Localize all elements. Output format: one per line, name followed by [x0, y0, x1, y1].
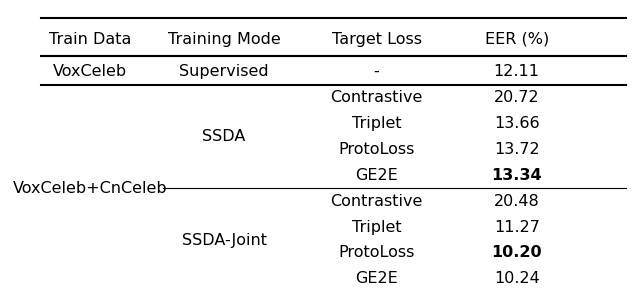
- Text: 12.11: 12.11: [493, 64, 540, 79]
- Text: Contrastive: Contrastive: [330, 194, 422, 209]
- Text: Supervised: Supervised: [179, 64, 269, 79]
- Text: -: -: [374, 64, 380, 79]
- Text: Triplet: Triplet: [352, 219, 401, 234]
- Text: 20.72: 20.72: [494, 90, 540, 105]
- Text: Training Mode: Training Mode: [168, 31, 280, 46]
- Text: SSDA: SSDA: [202, 129, 246, 144]
- Text: 13.72: 13.72: [494, 142, 540, 157]
- Text: Contrastive: Contrastive: [330, 90, 422, 105]
- Text: Train Data: Train Data: [49, 31, 131, 46]
- Text: 11.27: 11.27: [494, 219, 540, 234]
- Text: Triplet: Triplet: [352, 116, 401, 131]
- Text: GE2E: GE2E: [355, 168, 398, 183]
- Text: EER (%): EER (%): [484, 31, 549, 46]
- Text: ProtoLoss: ProtoLoss: [339, 142, 415, 157]
- Text: VoxCeleb: VoxCeleb: [53, 64, 127, 79]
- Text: 10.24: 10.24: [494, 271, 540, 286]
- Text: 10.20: 10.20: [492, 245, 542, 260]
- Text: 20.48: 20.48: [494, 194, 540, 209]
- Text: SSDA-Joint: SSDA-Joint: [182, 232, 267, 247]
- Text: 13.66: 13.66: [494, 116, 540, 131]
- Text: ProtoLoss: ProtoLoss: [339, 245, 415, 260]
- Text: 13.34: 13.34: [492, 168, 542, 183]
- Text: GE2E: GE2E: [355, 271, 398, 286]
- Text: VoxCeleb+CnCeleb: VoxCeleb+CnCeleb: [13, 181, 168, 196]
- Text: Target Loss: Target Loss: [332, 31, 422, 46]
